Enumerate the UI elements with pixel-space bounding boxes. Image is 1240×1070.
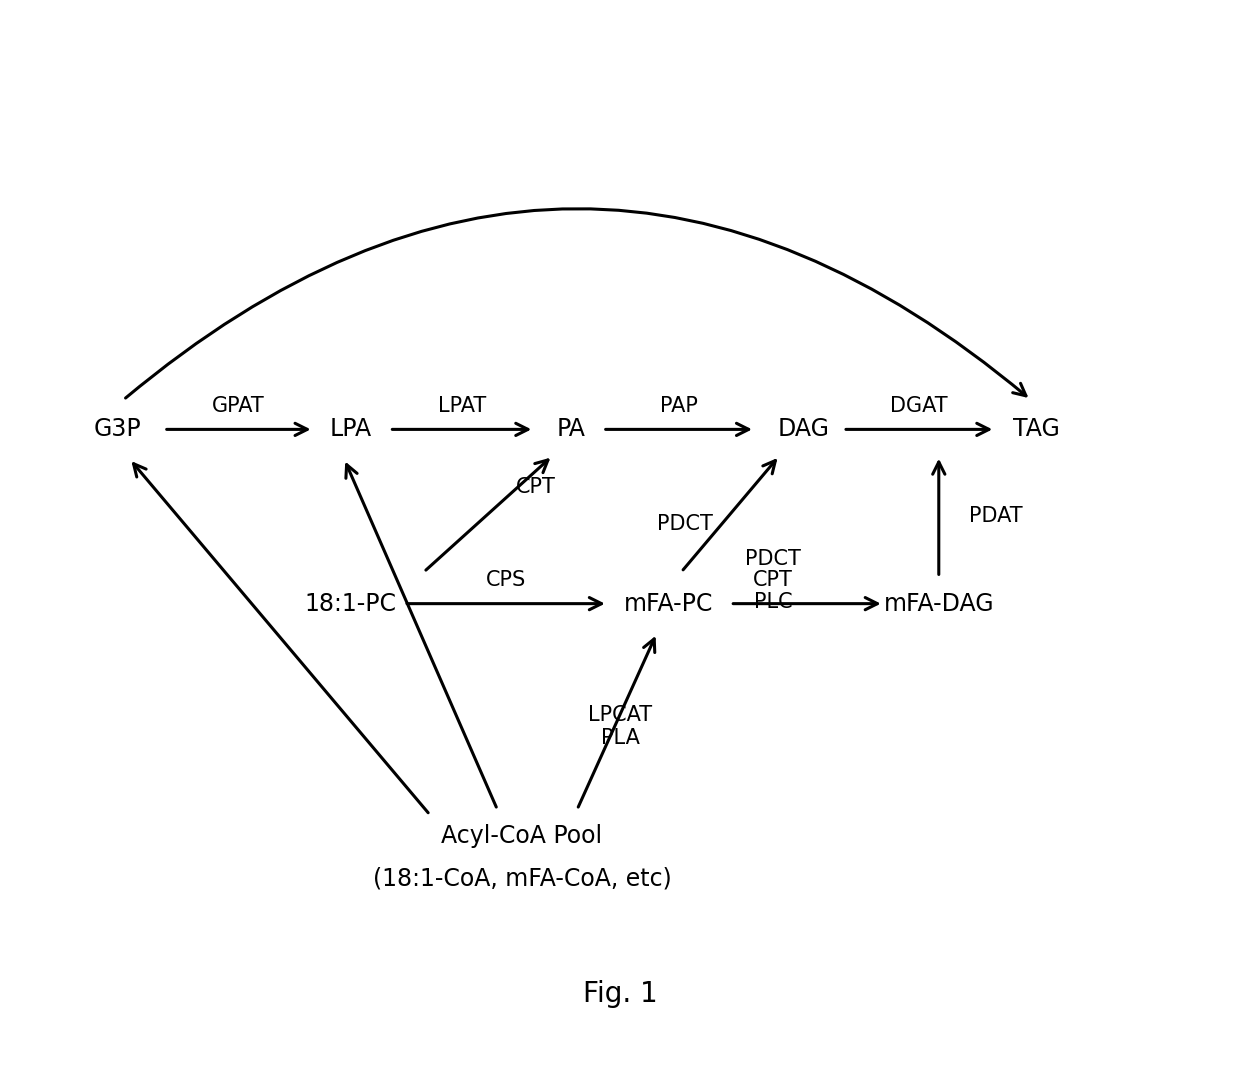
Text: mFA-PC: mFA-PC bbox=[625, 592, 714, 615]
Text: CPT: CPT bbox=[516, 477, 556, 498]
Text: Fig. 1: Fig. 1 bbox=[583, 980, 657, 1008]
Text: TAG: TAG bbox=[1013, 417, 1060, 442]
Text: PAP: PAP bbox=[660, 396, 698, 416]
Text: PA: PA bbox=[557, 417, 585, 442]
Text: DAG: DAG bbox=[777, 417, 830, 442]
Text: CPT: CPT bbox=[754, 570, 794, 591]
Text: PDAT: PDAT bbox=[970, 506, 1023, 526]
Text: DGAT: DGAT bbox=[890, 396, 949, 416]
Text: Acyl-CoA Pool: Acyl-CoA Pool bbox=[441, 824, 603, 849]
Text: (18:1-CoA, mFA-CoA, etc): (18:1-CoA, mFA-CoA, etc) bbox=[372, 867, 671, 890]
Text: PDCT: PDCT bbox=[745, 549, 801, 569]
Text: PLC: PLC bbox=[754, 592, 792, 612]
Text: PLA: PLA bbox=[600, 728, 640, 748]
Text: 18:1-PC: 18:1-PC bbox=[304, 592, 397, 615]
Text: PDCT: PDCT bbox=[657, 515, 713, 534]
Text: LPCAT: LPCAT bbox=[588, 704, 652, 724]
Text: G3P: G3P bbox=[93, 417, 141, 442]
Text: LPAT: LPAT bbox=[438, 396, 486, 416]
Text: LPA: LPA bbox=[329, 417, 371, 442]
Text: GPAT: GPAT bbox=[212, 396, 265, 416]
Text: mFA-DAG: mFA-DAG bbox=[883, 592, 994, 615]
Text: CPS: CPS bbox=[486, 570, 526, 591]
